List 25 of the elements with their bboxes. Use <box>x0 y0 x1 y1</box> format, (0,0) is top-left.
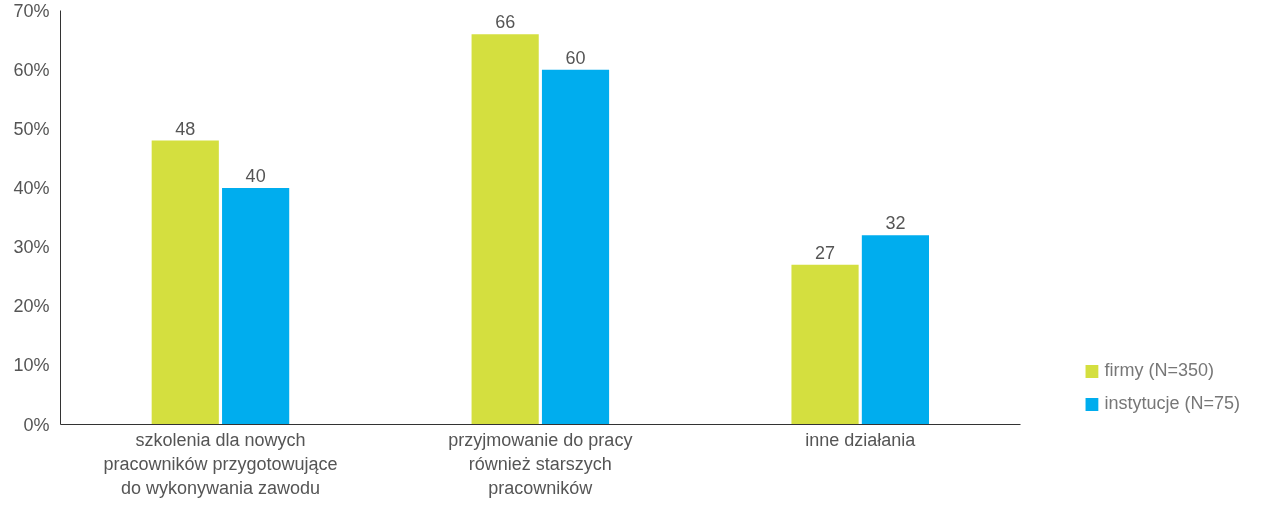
data-label: 60 <box>565 47 586 68</box>
data-label: 40 <box>245 166 266 187</box>
bar <box>151 140 219 425</box>
x-tick-label: szkolenia dla nowych pracowników przygotowujące do wykonywania zawodu <box>103 429 338 498</box>
y-tick-label: 10% <box>13 355 50 376</box>
y-tick-label: 40% <box>13 177 50 198</box>
y-tick-label: 30% <box>13 237 50 258</box>
y-tick-label: 0% <box>23 414 50 435</box>
y-tick-label: 20% <box>13 296 50 317</box>
data-label: 48 <box>175 118 196 139</box>
y-tick-label: 60% <box>13 59 50 80</box>
data-label: 27 <box>815 242 836 263</box>
bar <box>791 264 859 425</box>
legend-label: firmy (N=350) <box>1104 360 1214 381</box>
bar <box>471 34 539 425</box>
y-tick-label: 70% <box>13 0 50 21</box>
x-tick-label: przyjmowanie do pracy również starszych pracowników <box>448 429 633 498</box>
legend-label: instytucje (N=75) <box>1104 393 1240 414</box>
data-label: 32 <box>885 213 906 234</box>
bar <box>222 187 290 425</box>
bar <box>861 235 930 425</box>
y-tick-label: 50% <box>13 118 50 139</box>
bar <box>541 69 610 425</box>
x-tick-label: inne działania <box>805 429 917 450</box>
data-label: 66 <box>495 12 516 33</box>
